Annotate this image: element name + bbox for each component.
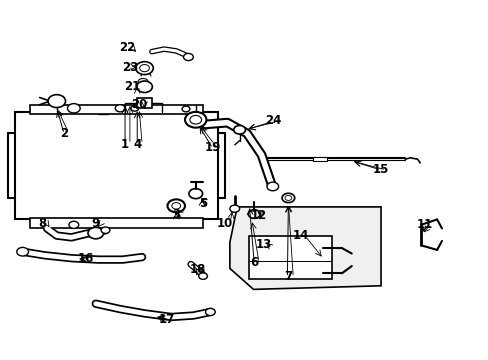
Circle shape [136, 62, 153, 75]
Circle shape [188, 189, 202, 199]
Circle shape [67, 104, 80, 113]
Text: 1: 1 [121, 138, 129, 150]
Circle shape [140, 64, 149, 72]
Circle shape [233, 126, 245, 134]
Text: 22: 22 [119, 41, 135, 54]
Bar [137, 98, 152, 108]
Bar [30, 219, 203, 228]
Text: 6: 6 [250, 256, 258, 269]
Bar [30, 105, 203, 114]
Circle shape [205, 309, 215, 316]
Bar [15, 112, 217, 220]
Text: 24: 24 [265, 114, 282, 127]
Text: 5: 5 [199, 197, 207, 210]
Circle shape [282, 193, 294, 203]
Text: 13: 13 [255, 238, 272, 251]
Circle shape [229, 205, 239, 212]
Text: 18: 18 [190, 263, 206, 276]
Circle shape [182, 106, 189, 112]
Bar [312, 157, 327, 161]
Text: 11: 11 [416, 218, 432, 231]
Circle shape [101, 227, 110, 233]
Text: 14: 14 [292, 229, 308, 242]
Text: 4: 4 [133, 138, 141, 150]
Text: 20: 20 [131, 98, 147, 111]
Circle shape [88, 227, 103, 239]
Circle shape [48, 95, 65, 108]
Text: 21: 21 [124, 80, 140, 93]
Circle shape [167, 199, 184, 212]
Text: 2: 2 [60, 127, 68, 140]
Text: 15: 15 [372, 163, 388, 176]
Text: 10: 10 [216, 216, 233, 230]
Circle shape [137, 81, 152, 93]
Text: 23: 23 [122, 60, 138, 73]
Circle shape [189, 116, 201, 124]
Text: 12: 12 [250, 210, 267, 222]
Circle shape [171, 203, 180, 209]
Text: 17: 17 [158, 313, 174, 327]
Text: 16: 16 [78, 252, 94, 265]
Bar [249, 235, 331, 279]
Text: 8: 8 [38, 216, 46, 230]
Circle shape [131, 105, 139, 111]
Text: 7: 7 [284, 270, 292, 283]
Text: 9: 9 [91, 216, 100, 230]
Circle shape [285, 195, 291, 201]
Circle shape [266, 182, 278, 191]
Circle shape [183, 53, 193, 60]
Polygon shape [229, 207, 380, 289]
Circle shape [184, 112, 206, 128]
Circle shape [69, 221, 79, 228]
Text: 19: 19 [204, 141, 221, 154]
Circle shape [198, 273, 207, 279]
Circle shape [248, 210, 260, 219]
Circle shape [115, 105, 125, 112]
Circle shape [17, 247, 28, 256]
Text: 3: 3 [172, 208, 180, 221]
